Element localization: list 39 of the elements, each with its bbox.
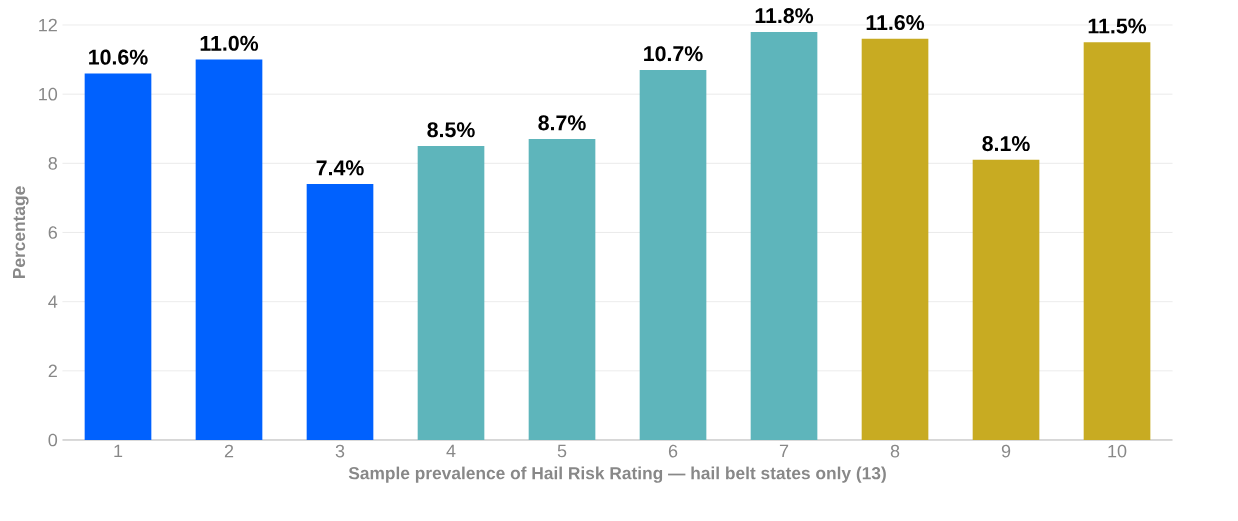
bar xyxy=(306,184,374,440)
bar xyxy=(1083,42,1151,440)
data-label: 10.6% xyxy=(89,49,148,65)
data-label: 11.0% xyxy=(200,35,259,51)
bar xyxy=(750,31,818,440)
x-tick-label: 10 xyxy=(1108,444,1127,458)
x-tick-label: 8 xyxy=(890,444,900,458)
x-tick-label: 3 xyxy=(335,444,345,458)
data-label: 11.6% xyxy=(866,15,925,31)
bar xyxy=(417,146,485,440)
data-label: 8.7% xyxy=(538,115,586,131)
x-tick-label: 6 xyxy=(668,444,678,458)
x-tick-label: 4 xyxy=(446,444,456,458)
x-tick-label: 5 xyxy=(557,444,567,458)
data-label: 8.5% xyxy=(427,122,475,138)
x-tick-label: 2 xyxy=(224,444,234,458)
data-label: 10.7% xyxy=(644,46,703,62)
y-tick-label: 0 xyxy=(48,433,58,447)
bar xyxy=(972,159,1040,440)
y-axis-title: Percentage xyxy=(13,186,29,279)
y-tick-label: 10 xyxy=(39,87,58,101)
bar xyxy=(528,139,596,440)
y-tick-label: 6 xyxy=(48,226,57,239)
y-tick-label: 12 xyxy=(39,18,57,32)
y-tick-label: 4 xyxy=(48,295,58,308)
data-label: 7.4% xyxy=(316,160,364,176)
x-tick-label: 7 xyxy=(779,444,789,458)
x-tick-label: 1 xyxy=(114,444,123,458)
bar xyxy=(639,69,707,440)
x-axis-title: Sample prevalence of Hail Risk Rating — hail belt states only (13) xyxy=(348,466,886,483)
y-tick-label: 2 xyxy=(48,364,57,378)
data-label: 8.1% xyxy=(982,136,1030,152)
data-label: 11.8% xyxy=(755,8,814,24)
bar xyxy=(195,59,263,440)
y-tick-label: 8 xyxy=(48,156,57,170)
bar xyxy=(861,38,929,440)
bar xyxy=(84,73,152,440)
x-tick-label: 9 xyxy=(1001,444,1011,458)
data-label: 11.5% xyxy=(1088,18,1147,34)
